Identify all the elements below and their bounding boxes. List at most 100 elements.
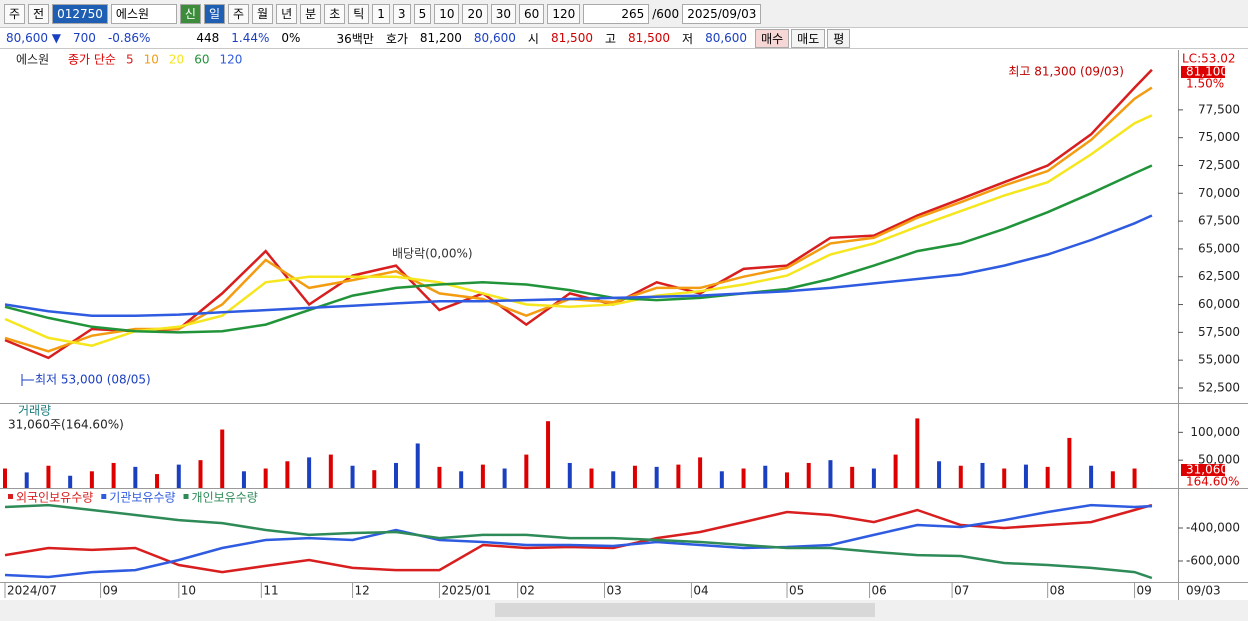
- volume-bar: [1110, 471, 1115, 488]
- legend-item: 10: [144, 53, 159, 67]
- scroll-thumb[interactable]: [495, 603, 875, 617]
- series-line: [4, 503, 1153, 580]
- volume-bar: [68, 475, 73, 488]
- volume-bar: [958, 465, 963, 488]
- series-line: [4, 114, 1153, 347]
- period-btn[interactable]: 년: [276, 3, 298, 24]
- volume-bar: [871, 468, 876, 488]
- volume-bar: [546, 421, 551, 488]
- volume-bar: [676, 464, 681, 488]
- period-btn[interactable]: 월: [252, 3, 274, 24]
- n-btn[interactable]: 3: [392, 3, 411, 24]
- y-tick-label: 62,500: [1198, 269, 1240, 283]
- volume-bar: [1089, 465, 1094, 488]
- n-btn[interactable]: 120: [547, 3, 581, 24]
- period-btn[interactable]: 주: [228, 3, 250, 24]
- y-tick-label: -400,000: [1186, 521, 1240, 535]
- volume-bar: [220, 429, 225, 488]
- y-tick-label: 75,000: [1198, 130, 1240, 144]
- y-tick-label: 57,500: [1198, 325, 1240, 339]
- open: 81,500: [550, 31, 593, 45]
- price: 80,600 ▼: [6, 31, 62, 45]
- x-tick-label: 2025/01: [441, 584, 491, 598]
- period-btn[interactable]: 일: [203, 3, 225, 24]
- y-tick-label: 55,000: [1198, 353, 1240, 367]
- arrow: [21, 374, 34, 386]
- change-rate: -0.86%: [107, 31, 151, 45]
- volume-bar: [524, 454, 529, 488]
- n-btn[interactable]: 5: [413, 3, 432, 24]
- n-btn[interactable]: 20: [462, 3, 488, 24]
- y-tick-label: 67,500: [1198, 214, 1240, 228]
- avg-btn[interactable]: 평: [827, 28, 851, 48]
- x-tick-label: 04: [693, 584, 708, 598]
- n-btn[interactable]: 10: [434, 3, 460, 24]
- low: 80,600: [705, 31, 748, 45]
- x-tick-label: 12: [355, 584, 370, 598]
- volume-bar: [806, 462, 811, 488]
- x-tick-label: 08: [1050, 584, 1065, 598]
- volume-bar: [176, 464, 181, 488]
- period-btn[interactable]: 분: [300, 3, 322, 24]
- legend-item: 120: [219, 53, 242, 67]
- date-field[interactable]: 2025/09/03: [682, 3, 762, 24]
- legend-swatch: [101, 494, 107, 499]
- volume-bar: [372, 470, 377, 488]
- volume-bar: [285, 461, 290, 488]
- volume-bar: [980, 462, 985, 488]
- volume-bar: [3, 468, 7, 488]
- volume-bar: [307, 457, 312, 488]
- volume-bar: [1023, 464, 1028, 488]
- y-tick-label: -600,000: [1186, 553, 1240, 567]
- legend-item: 기관보유수량: [109, 491, 175, 505]
- name-field[interactable]: 에스원: [110, 3, 177, 24]
- volume-bar: [437, 466, 442, 488]
- volume-bar: [589, 468, 594, 488]
- annotation-low: 최저 53,000 (08/05): [35, 373, 151, 387]
- volume-bar: [850, 466, 855, 488]
- background: [0, 48, 1248, 600]
- right-label: 31,060: [1186, 463, 1228, 477]
- series-line: [4, 503, 1153, 574]
- n-btn[interactable]: 1: [372, 3, 390, 24]
- buy-btn[interactable]: 매수: [755, 28, 790, 48]
- legend-name: 에스원: [16, 53, 49, 67]
- y-tick-label: 65,000: [1198, 241, 1240, 255]
- value-box: [1181, 464, 1225, 476]
- volume: 448: [196, 31, 220, 45]
- btn[interactable]: 주: [4, 3, 26, 24]
- x-tick-label: 09: [103, 584, 118, 598]
- annotation-high: 최고 81,300 (09/03): [1008, 65, 1124, 79]
- y-tick-label: 70,000: [1198, 186, 1240, 200]
- volume-bar: [741, 468, 746, 488]
- volume-bar: [480, 464, 485, 488]
- code-input[interactable]: 012750: [52, 3, 108, 24]
- right-label: 164.60%: [1186, 475, 1239, 489]
- btn[interactable]: 전: [28, 3, 50, 24]
- sell-btn[interactable]: 매도: [791, 28, 826, 48]
- price-box: [1181, 66, 1225, 78]
- label: 고: [604, 31, 617, 46]
- change: 700: [73, 31, 96, 45]
- period-btn[interactable]: 틱: [348, 3, 370, 24]
- series-line: [4, 503, 1152, 579]
- n-btn[interactable]: 30: [490, 3, 517, 24]
- count[interactable]: 265: [583, 3, 650, 24]
- legend-item: 외국인보유수량: [16, 491, 93, 505]
- label: 시: [527, 31, 539, 46]
- label: 저: [682, 31, 694, 46]
- period-btn[interactable]: 초: [324, 3, 346, 24]
- n-btn[interactable]: 60: [519, 3, 545, 24]
- volume-bar: [89, 471, 94, 488]
- legend-item: 60: [194, 53, 209, 67]
- volume-bar: [459, 471, 464, 488]
- ask: 81,200: [419, 31, 462, 45]
- btn[interactable]: 신: [179, 3, 201, 24]
- legend-swatch: [8, 494, 13, 499]
- volume-bar: [198, 460, 203, 488]
- series-line: [4, 164, 1153, 334]
- panel-subtitle: 31,060주(164.60%): [8, 418, 124, 432]
- volume-bar: [785, 472, 789, 488]
- volume-bar: [654, 466, 659, 488]
